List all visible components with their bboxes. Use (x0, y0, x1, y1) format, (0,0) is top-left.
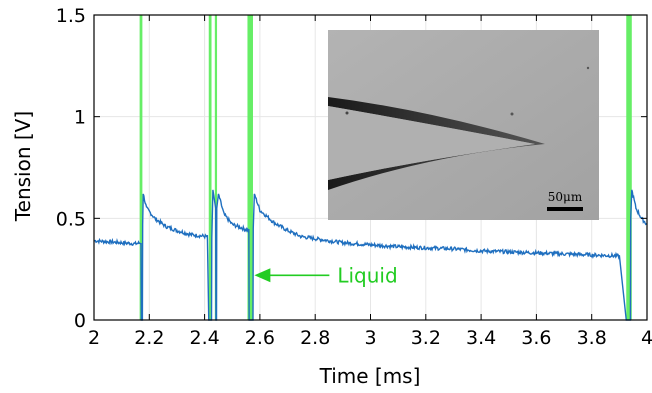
x-tick-label: 2 (88, 327, 100, 349)
x-tick-label: 3.8 (577, 327, 607, 349)
x-tick-label: 4 (641, 327, 652, 349)
speck (586, 66, 590, 70)
y-tick-label: 1.5 (56, 5, 86, 27)
annotation-arrowhead (254, 268, 271, 283)
x-tick-label: 3.4 (466, 327, 496, 349)
x-axis-label: Time [ms] (319, 364, 421, 388)
x-tick-label: 3 (364, 327, 376, 349)
liquid-band (139, 15, 143, 320)
x-tick-label: 2.4 (189, 327, 219, 349)
scale-bar-label: 50μm (548, 190, 583, 204)
plot-frame (93, 14, 648, 321)
highlight-bands (139, 15, 632, 320)
needle-interior (328, 106, 535, 180)
liquid-band (626, 15, 632, 320)
series-group (93, 189, 648, 321)
signal-line (93, 189, 648, 321)
liquid-band (247, 15, 253, 320)
x-tick-label: 2.6 (245, 327, 275, 349)
needle-tip (328, 97, 545, 190)
speck (345, 111, 349, 115)
annotation: Liquid (254, 263, 398, 287)
scale-bar (547, 207, 583, 211)
liquid-band (214, 15, 218, 320)
y-tick-label: 0 (74, 310, 86, 332)
y-axis-label: Tension [V] (11, 111, 35, 222)
speck (510, 112, 514, 116)
y-tick-label: 1 (74, 107, 86, 129)
x-tick-label: 2.2 (134, 327, 164, 349)
liquid-band (208, 15, 212, 320)
x-tick-label: 3.6 (521, 327, 551, 349)
y-tick-label: 0.5 (56, 208, 86, 230)
x-tick-label: 2.8 (300, 327, 330, 349)
inset-image: 50μm (328, 30, 599, 220)
axes: 2 2.2 2.4 2.6 2.8 3 3.2 3.4 3.6 3.8 4 0 0.5 1 1.5 (56, 5, 652, 349)
x-tick-label: 3.2 (411, 327, 441, 349)
annotation-label: Liquid (337, 263, 397, 287)
